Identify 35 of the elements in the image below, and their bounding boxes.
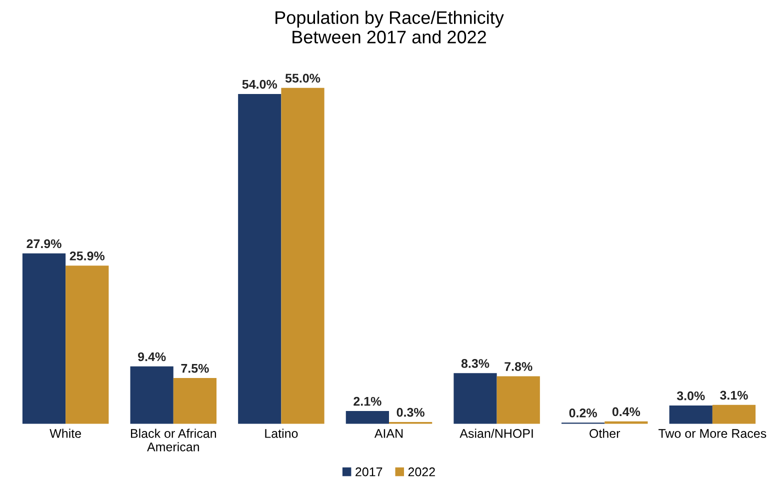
bar xyxy=(669,406,712,424)
x-tick-label: White xyxy=(50,428,81,438)
legend-label: 2017 xyxy=(356,467,382,476)
bar xyxy=(238,94,282,424)
x-tick-label: AIAN xyxy=(374,429,403,438)
bar xyxy=(346,411,389,424)
data-label: 3.0% xyxy=(676,391,705,400)
x-tick-label: Two or More Races xyxy=(658,429,766,438)
data-label: 0.4% xyxy=(612,407,640,416)
data-label: 9.4% xyxy=(138,352,166,362)
bar xyxy=(454,373,497,424)
bar xyxy=(496,376,540,424)
data-label: 7.8% xyxy=(504,362,532,371)
x-tick-label: Latino xyxy=(265,428,298,438)
data-label: 0.3% xyxy=(396,408,424,417)
x-tick-label: Other xyxy=(590,428,620,438)
data-label: 2.1% xyxy=(354,396,382,406)
data-label: 27.9% xyxy=(26,239,62,248)
data-label: 7.5% xyxy=(181,364,209,373)
bar xyxy=(66,266,109,424)
data-label: 54.0% xyxy=(242,80,278,89)
chart-title: Population by Race/Ethnicity Between 2017 and 2022 xyxy=(276,10,504,44)
data-label: 55.0% xyxy=(285,74,320,83)
data-label: 3.1% xyxy=(720,390,748,400)
bar xyxy=(712,404,756,424)
bar xyxy=(22,253,66,424)
data-label: 25.9% xyxy=(70,252,105,260)
bar xyxy=(281,88,324,424)
x-tick-label: Asian/NHOPI xyxy=(460,428,533,438)
bar xyxy=(173,378,217,424)
x-tick-label: Black or African American xyxy=(130,428,216,452)
bar xyxy=(130,366,174,424)
data-label: 8.3% xyxy=(461,359,490,368)
legend-label: 2022 xyxy=(408,467,435,476)
data-label: 0.2% xyxy=(569,408,597,418)
